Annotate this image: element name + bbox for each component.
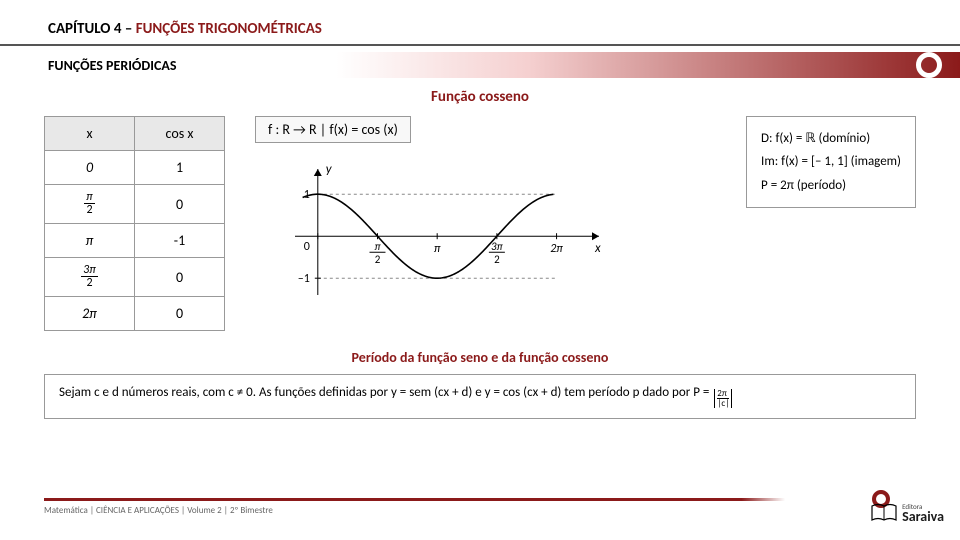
image-text: Im: f(x) = [– 1, 1] (imagem) [761, 150, 901, 173]
chapter-title: CAPÍTULO 4 – FUNÇÕES TRIGONOMÉTRICAS [0, 0, 960, 46]
period-text: P = 2π (período) [761, 174, 901, 197]
domain-text: D: f(x) = ℝ (domínio) [761, 127, 901, 150]
period-box: Sejam c e d números reais, com c ≠ 0. As… [44, 374, 916, 419]
period-title: Período da função seno e da função cosse… [0, 349, 960, 366]
cosine-graph: yx1–10π2π3π22π [255, 155, 702, 330]
section-label: FUNÇÕES PERIÓDICAS [48, 57, 176, 74]
table-cell: 0 [135, 185, 225, 224]
table-cell: π2 [45, 185, 135, 224]
svg-text:2: 2 [375, 253, 381, 266]
svg-text:2π: 2π [550, 242, 563, 256]
svg-text:3π: 3π [491, 240, 504, 253]
properties-box: D: f(x) = ℝ (domínio) Im: f(x) = [– 1, 1… [746, 116, 916, 208]
period-formula-text: Sejam c e d números reais, com c ≠ 0. As… [59, 385, 732, 408]
table-cell: 0 [45, 151, 135, 185]
publisher-logo: EditoraSaraiva [870, 502, 944, 524]
table-cell: 1 [135, 151, 225, 185]
table-cell: -1 [135, 224, 225, 258]
table-header: cos x [135, 117, 225, 151]
section-bar: FUNÇÕES PERIÓDICAS [0, 52, 960, 78]
table-cell: π [45, 224, 135, 258]
svg-text:π: π [434, 242, 441, 256]
svg-text:y: y [326, 162, 333, 177]
subtitle: Função cosseno [0, 88, 960, 106]
svg-text:π: π [374, 240, 381, 253]
table-cell: 0 [135, 258, 225, 297]
values-table: x cos x 01π20π-13π202π0 [44, 116, 225, 331]
svg-text:2: 2 [494, 253, 500, 266]
table-cell: 2π [45, 297, 135, 331]
footer-text: Matemática | CIÊNCIA E APLICAÇÕES | Volu… [0, 505, 960, 516]
svg-text:–1: –1 [298, 272, 310, 286]
table-cell: 0 [135, 297, 225, 331]
function-definition: f : R → R | f(x) = cos (x) [255, 116, 411, 143]
footer: Matemática | CIÊNCIA E APLICAÇÕES | Volu… [0, 498, 960, 530]
table-cell: 3π2 [45, 258, 135, 297]
svg-text:0: 0 [304, 240, 310, 254]
ring-icon [916, 52, 942, 78]
table-header: x [45, 117, 135, 151]
book-icon [870, 502, 898, 524]
svg-text:x: x [594, 241, 601, 256]
